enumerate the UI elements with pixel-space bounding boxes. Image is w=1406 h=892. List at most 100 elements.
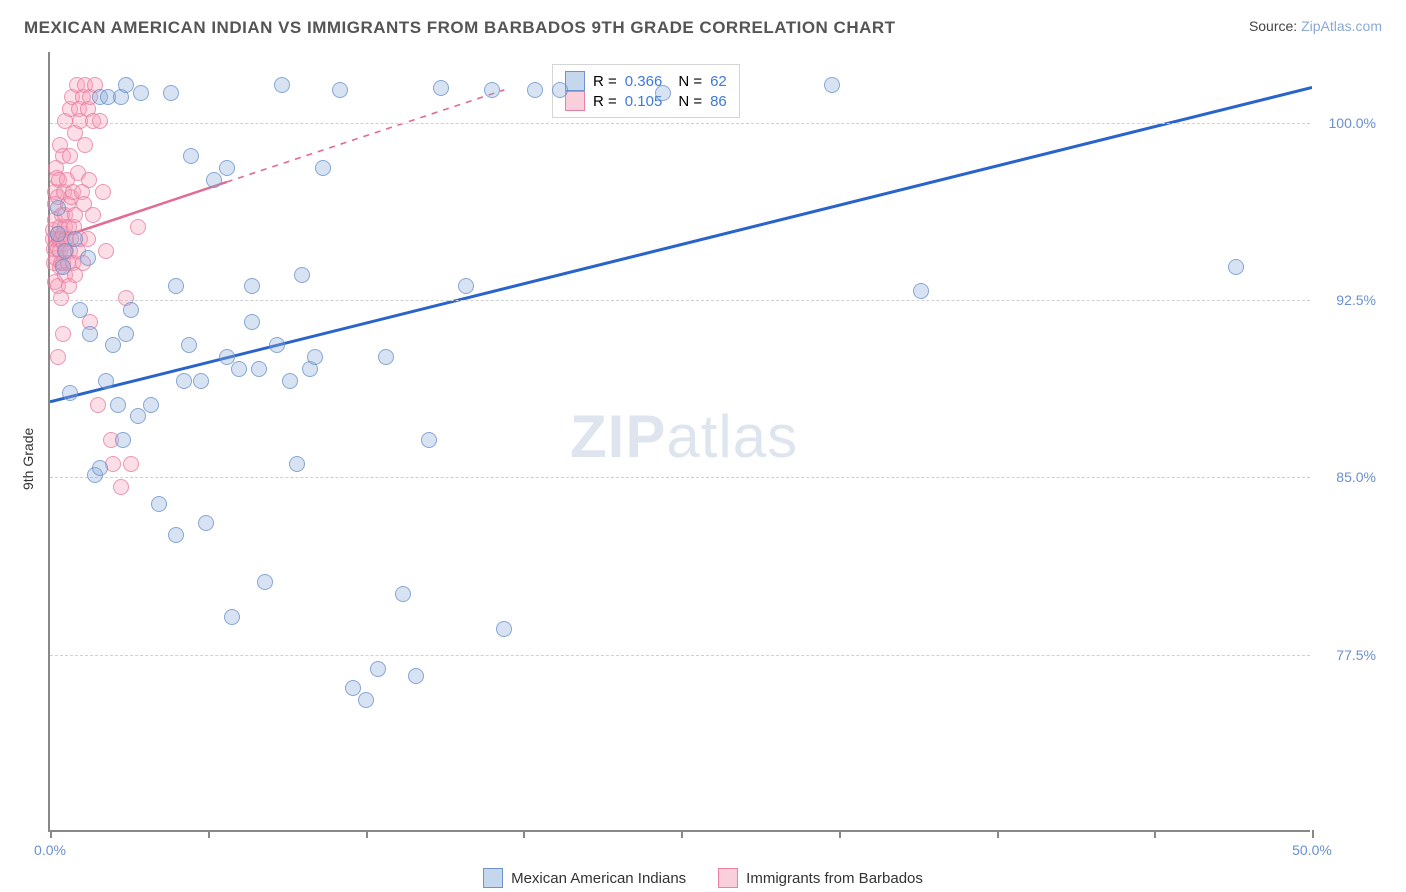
scatter-point-blue — [408, 668, 424, 684]
scatter-point-blue — [332, 82, 348, 98]
scatter-point-blue — [552, 82, 568, 98]
scatter-point-pink — [50, 349, 66, 365]
legend-bottom-label: Immigrants from Barbados — [746, 870, 923, 887]
xtick — [208, 830, 210, 838]
scatter-point-blue — [395, 586, 411, 602]
gridline-h — [50, 655, 1310, 656]
scatter-point-blue — [133, 85, 149, 101]
legend-n-label: N = — [678, 93, 702, 110]
xtick — [1154, 830, 1156, 838]
xtick — [523, 830, 525, 838]
watermark: ZIPatlas — [570, 402, 798, 471]
scatter-point-pink — [130, 219, 146, 235]
scatter-point-blue — [193, 373, 209, 389]
chart-title: MEXICAN AMERICAN INDIAN VS IMMIGRANTS FR… — [24, 18, 896, 38]
scatter-point-blue — [282, 373, 298, 389]
scatter-point-pink — [77, 137, 93, 153]
legend-top-row: R =0.366N =62 — [565, 71, 727, 91]
chart-container: MEXICAN AMERICAN INDIAN VS IMMIGRANTS FR… — [0, 0, 1406, 892]
xtick — [839, 830, 841, 838]
scatter-point-blue — [1228, 259, 1244, 275]
scatter-point-blue — [315, 160, 331, 176]
ytick-label: 100.0% — [1329, 115, 1376, 131]
scatter-point-blue — [358, 692, 374, 708]
scatter-point-blue — [224, 609, 240, 625]
scatter-point-blue — [655, 85, 671, 101]
scatter-point-blue — [55, 259, 71, 275]
scatter-point-blue — [484, 82, 500, 98]
scatter-point-blue — [67, 231, 83, 247]
scatter-point-blue — [50, 226, 66, 242]
scatter-point-blue — [80, 250, 96, 266]
gridline-h — [50, 300, 1310, 301]
scatter-point-blue — [168, 278, 184, 294]
legend-bottom-item: Immigrants from Barbados — [718, 868, 923, 888]
scatter-point-blue — [257, 574, 273, 590]
scatter-point-blue — [181, 337, 197, 353]
scatter-point-blue — [913, 283, 929, 299]
ytick-label: 85.0% — [1336, 469, 1376, 485]
legend-swatch-blue — [483, 868, 503, 888]
scatter-point-blue — [143, 397, 159, 413]
scatter-point-blue — [269, 337, 285, 353]
scatter-point-blue — [251, 361, 267, 377]
gridline-h — [50, 477, 1310, 478]
scatter-point-pink — [81, 172, 97, 188]
xtick-label: 50.0% — [1292, 842, 1332, 858]
legend-r-label: R = — [593, 73, 617, 90]
scatter-point-blue — [289, 456, 305, 472]
scatter-point-blue — [198, 515, 214, 531]
scatter-point-blue — [421, 432, 437, 448]
xtick — [50, 830, 52, 838]
legend-n-label: N = — [678, 73, 702, 90]
watermark-atlas: atlas — [666, 403, 798, 470]
xtick — [366, 830, 368, 838]
scatter-point-blue — [118, 326, 134, 342]
scatter-point-pink — [85, 207, 101, 223]
scatter-point-blue — [92, 460, 108, 476]
legend-top-row: R =0.105N =86 — [565, 91, 727, 111]
scatter-point-blue — [219, 160, 235, 176]
ytick-label: 77.5% — [1336, 647, 1376, 663]
scatter-point-blue — [118, 77, 134, 93]
legend-swatch-blue — [565, 71, 585, 91]
scatter-point-pink — [98, 243, 114, 259]
scatter-point-pink — [90, 397, 106, 413]
legend-n-value: 86 — [710, 93, 727, 110]
scatter-point-blue — [824, 77, 840, 93]
scatter-point-blue — [294, 267, 310, 283]
scatter-point-blue — [183, 148, 199, 164]
scatter-point-blue — [115, 432, 131, 448]
scatter-point-blue — [50, 200, 66, 216]
xtick-label: 0.0% — [34, 842, 66, 858]
scatter-point-blue — [527, 82, 543, 98]
scatter-point-blue — [163, 85, 179, 101]
legend-r-label: R = — [593, 93, 617, 110]
scatter-point-blue — [110, 397, 126, 413]
source-value: ZipAtlas.com — [1301, 18, 1382, 34]
scatter-point-blue — [307, 349, 323, 365]
scatter-point-pink — [62, 148, 78, 164]
legend-n-value: 62 — [710, 73, 727, 90]
scatter-point-blue — [123, 302, 139, 318]
scatter-point-blue — [378, 349, 394, 365]
source-attribution: Source: ZipAtlas.com — [1249, 18, 1382, 34]
legend-bottom-label: Mexican American Indians — [511, 870, 686, 887]
scatter-point-blue — [151, 496, 167, 512]
scatter-point-blue — [231, 361, 247, 377]
scatter-point-blue — [274, 77, 290, 93]
scatter-point-pink — [123, 456, 139, 472]
scatter-point-blue — [176, 373, 192, 389]
source-label: Source: — [1249, 18, 1301, 34]
ytick-label: 92.5% — [1336, 292, 1376, 308]
scatter-point-blue — [62, 385, 78, 401]
scatter-point-blue — [72, 302, 88, 318]
legend-swatch-pink — [718, 868, 738, 888]
legend-top: R =0.366N =62R =0.105N =86 — [552, 64, 740, 118]
y-axis-label: 9th Grade — [20, 428, 36, 490]
scatter-point-blue — [244, 278, 260, 294]
scatter-point-blue — [370, 661, 386, 677]
scatter-point-blue — [206, 172, 222, 188]
scatter-point-blue — [496, 621, 512, 637]
scatter-point-pink — [95, 184, 111, 200]
